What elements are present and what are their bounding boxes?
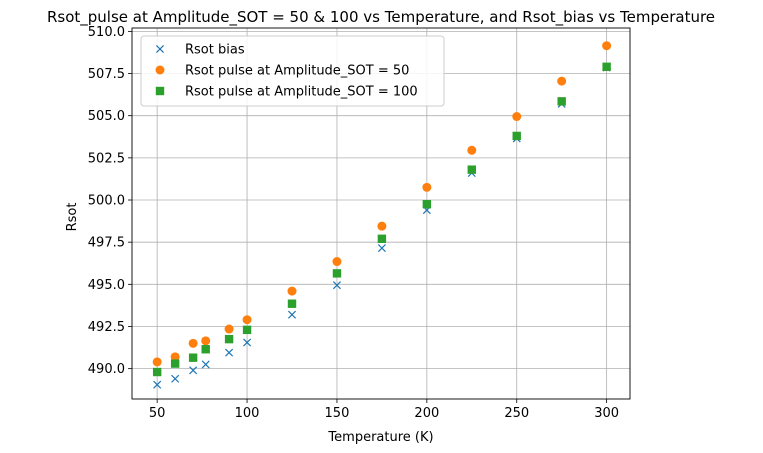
legend-marker [155, 44, 165, 54]
x-tick-label: 300 [594, 406, 619, 421]
data-point [188, 353, 198, 362]
legend-entry: Rsot pulse at Amplitude_SOT = 50 [185, 64, 409, 79]
data-point [422, 182, 432, 192]
data-point [422, 200, 432, 209]
legend-marker [155, 65, 165, 75]
series-3 [152, 62, 611, 377]
data-point [377, 234, 387, 243]
data-point [377, 221, 387, 231]
x-tick-label: 50 [149, 406, 166, 421]
data-point [171, 374, 180, 383]
data-point [602, 41, 612, 51]
data-point [152, 367, 162, 377]
data-point [152, 357, 162, 367]
legend: Rsot bias Rsot pulse at Amplitude_SOT = 5… [140, 35, 445, 107]
data-point [201, 336, 211, 346]
legend-box [140, 35, 445, 107]
y-tick-label: 492.5 [88, 320, 125, 335]
data-point [224, 324, 234, 334]
data-point [225, 348, 234, 357]
x-tick-label: 250 [504, 406, 529, 421]
x-tick-label: 150 [325, 406, 350, 421]
x-axis-label: Temperature (K) [327, 430, 433, 445]
y-tick-label: 500.0 [88, 194, 125, 209]
y-axis: 490.0 492.5 495.0 497.5 500.0 502.5 505.0 507.5… [88, 25, 132, 377]
data-point [287, 310, 297, 319]
data-point [512, 131, 521, 141]
data-point [602, 62, 611, 71]
x-tick-label: 100 [235, 406, 260, 421]
x-axis: 50 100 150 200 250 300 [149, 399, 619, 421]
y-tick-label: 507.5 [88, 67, 125, 82]
y-tick-label: 490.0 [88, 362, 125, 377]
data-point [224, 334, 234, 344]
data-point [189, 366, 198, 375]
data-point [287, 299, 297, 308]
data-point [287, 286, 297, 296]
data-point [201, 360, 210, 369]
data-point [153, 380, 162, 389]
data-point [467, 145, 477, 155]
y-axis-label: Rsot [65, 203, 80, 232]
legend-marker [155, 86, 165, 96]
data-point [201, 345, 210, 354]
data-point [467, 165, 476, 174]
plot-frame [131, 27, 631, 400]
data-point [512, 112, 522, 122]
data-marks [152, 41, 612, 389]
data-point [243, 338, 252, 347]
data-point [332, 281, 341, 290]
y-tick-label: 497.5 [88, 236, 125, 251]
data-point [332, 257, 342, 267]
data-point [242, 315, 252, 325]
chart-title: Rsot_pulse at Amplitude_SOT = 50 & 100 v… [47, 8, 715, 27]
y-tick-label: 505.0 [88, 109, 125, 124]
data-point [170, 352, 180, 362]
x-tick-label: 200 [414, 406, 439, 421]
data-point [377, 244, 386, 253]
data-point [188, 338, 198, 348]
data-point [170, 359, 180, 368]
data-point [557, 76, 567, 86]
legend-entry: Rsot pulse at Amplitude_SOT = 100 [185, 85, 418, 100]
legend-entry: Rsot bias [185, 43, 245, 58]
data-point [332, 269, 342, 278]
y-tick-label: 502.5 [88, 151, 125, 166]
series-2 [152, 41, 612, 367]
data-point [557, 97, 566, 106]
y-tick-label: 495.0 [88, 278, 125, 293]
data-point [242, 325, 252, 335]
y-tick-label: 510.0 [88, 25, 125, 40]
